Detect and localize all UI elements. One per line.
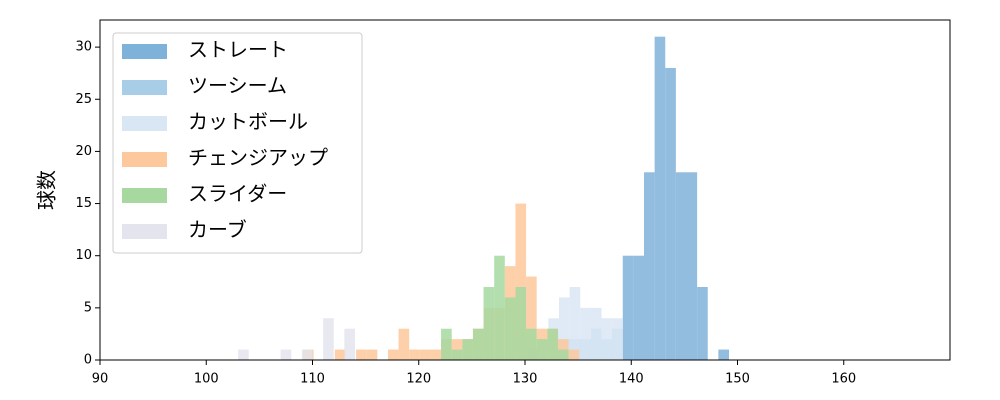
bar bbox=[580, 307, 591, 360]
bar bbox=[557, 349, 569, 360]
bar bbox=[568, 349, 580, 360]
bar bbox=[419, 349, 431, 360]
bar bbox=[526, 276, 537, 360]
bar bbox=[356, 349, 367, 360]
bar bbox=[334, 349, 346, 360]
bar bbox=[472, 328, 484, 360]
bar bbox=[665, 67, 676, 360]
legend-label: カーブ bbox=[188, 218, 247, 242]
x-tick-label: 150 bbox=[725, 372, 750, 387]
y-tick-label: 0 bbox=[84, 353, 92, 368]
bar bbox=[633, 255, 644, 360]
bar bbox=[654, 36, 666, 361]
y-tick-label: 30 bbox=[75, 40, 92, 55]
x-tick-label: 140 bbox=[619, 372, 644, 387]
bar bbox=[301, 349, 313, 360]
legend-swatch bbox=[122, 80, 167, 95]
bar bbox=[441, 328, 452, 360]
bar bbox=[686, 172, 698, 360]
bar bbox=[344, 328, 355, 360]
x-tick-label: 160 bbox=[831, 372, 856, 387]
bar bbox=[515, 286, 527, 360]
bar bbox=[675, 172, 687, 360]
bar bbox=[323, 318, 334, 360]
legend-swatch bbox=[122, 116, 167, 131]
bar bbox=[494, 255, 505, 360]
x-tick-label: 130 bbox=[513, 372, 538, 387]
bar bbox=[569, 286, 581, 360]
legend-label: ストレート bbox=[188, 38, 288, 62]
bar bbox=[366, 349, 378, 360]
bar bbox=[409, 349, 420, 360]
x-tick-label: 110 bbox=[300, 372, 325, 387]
bar bbox=[398, 328, 410, 360]
bar bbox=[387, 349, 399, 360]
bar bbox=[483, 286, 495, 360]
bar bbox=[697, 286, 708, 360]
bar bbox=[536, 339, 548, 360]
bar bbox=[515, 203, 527, 360]
y-axis-label: 球数 bbox=[35, 170, 59, 210]
legend-swatch bbox=[122, 224, 167, 239]
legend-label: スライダー bbox=[188, 182, 287, 206]
bar bbox=[430, 349, 442, 360]
x-tick-label: 90 bbox=[92, 372, 109, 387]
bar bbox=[622, 255, 634, 360]
bar bbox=[644, 172, 655, 360]
bar bbox=[612, 318, 623, 360]
bar bbox=[559, 297, 570, 360]
bar bbox=[718, 349, 729, 360]
bar bbox=[462, 339, 473, 360]
y-tick-label: 10 bbox=[75, 248, 92, 263]
bar bbox=[526, 328, 537, 360]
legend-label: ツーシーム bbox=[188, 74, 287, 98]
x-tick-label: 120 bbox=[406, 372, 431, 387]
bar bbox=[451, 349, 463, 360]
legend-label: カットボール bbox=[188, 110, 308, 134]
legend-swatch bbox=[122, 152, 167, 167]
legend-label: チェンジアップ bbox=[188, 146, 328, 170]
x-tick-label: 100 bbox=[194, 372, 219, 387]
bar bbox=[280, 349, 292, 360]
bar bbox=[504, 297, 516, 360]
legend-swatch bbox=[122, 44, 167, 59]
bar bbox=[601, 318, 613, 360]
legend-swatch bbox=[122, 188, 167, 203]
y-tick-label: 15 bbox=[75, 196, 92, 211]
y-tick-label: 25 bbox=[75, 92, 92, 107]
y-tick-label: 5 bbox=[84, 300, 92, 315]
bar bbox=[590, 307, 602, 360]
y-tick-label: 20 bbox=[75, 144, 92, 159]
bar bbox=[238, 349, 249, 360]
bar bbox=[547, 328, 558, 360]
legend-box bbox=[112, 32, 363, 254]
